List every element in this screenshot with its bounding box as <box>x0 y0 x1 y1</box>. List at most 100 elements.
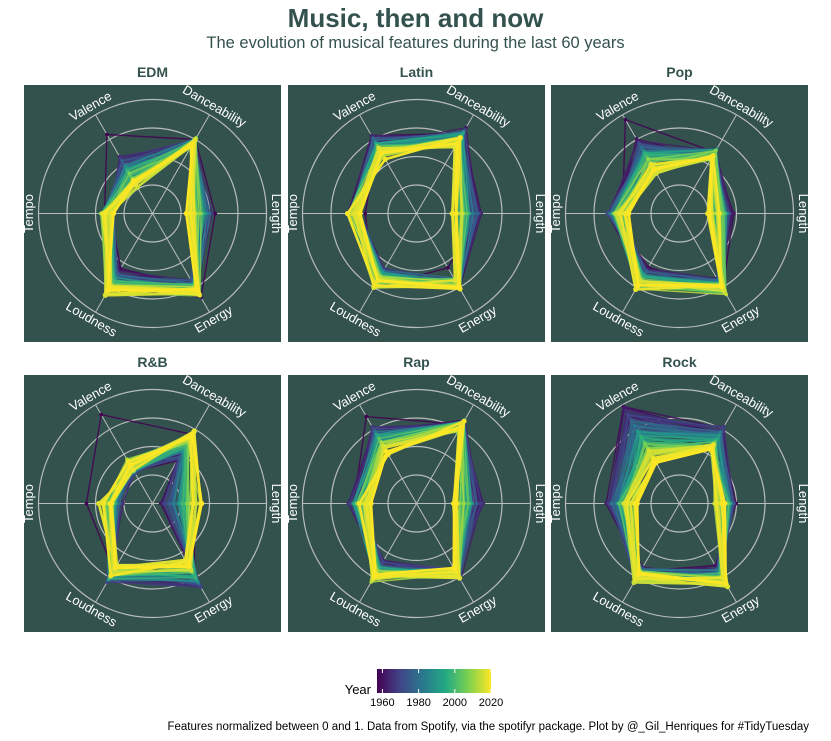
data-point <box>372 282 378 288</box>
data-point <box>379 440 384 445</box>
data-point <box>199 500 205 507</box>
axis-label-length: Length <box>533 194 548 234</box>
data-point <box>105 132 109 137</box>
data-point <box>626 210 632 217</box>
data-point <box>100 500 106 507</box>
axis-label-length: Length <box>796 484 811 524</box>
data-point <box>171 501 176 506</box>
data-point <box>719 284 725 290</box>
data-point <box>453 210 459 217</box>
data-point <box>466 501 471 506</box>
axis-label-tempo: Tempo <box>21 484 36 523</box>
data-point <box>379 150 385 156</box>
axis-label-tempo: Tempo <box>548 484 563 523</box>
grid-spoke <box>679 404 737 504</box>
data-point <box>376 145 382 151</box>
data-point <box>213 211 217 216</box>
data-point <box>363 211 368 216</box>
data-point <box>633 286 639 292</box>
data-point <box>722 500 728 507</box>
data-point <box>648 161 654 167</box>
data-point <box>646 448 653 454</box>
data-point <box>716 568 720 572</box>
data-point <box>368 500 374 507</box>
data-point <box>713 500 719 507</box>
panel-r-b: R&BLengthDanceabilityValenceTempoLoudnes… <box>21 354 284 632</box>
data-point <box>458 424 464 430</box>
panel-rock: RockLengthDanceabilityValenceTempoLoudne… <box>548 354 811 632</box>
data-point <box>622 406 627 410</box>
data-point <box>639 145 644 150</box>
panel-title: Pop <box>666 64 692 80</box>
data-point <box>363 500 369 507</box>
data-point <box>724 292 729 297</box>
data-point <box>375 277 381 284</box>
data-point <box>721 426 725 430</box>
data-point <box>102 210 108 217</box>
data-point <box>117 501 121 506</box>
data-point <box>381 560 385 564</box>
data-point <box>617 210 624 217</box>
data-point <box>646 157 650 161</box>
axis-label-tempo: Tempo <box>548 194 563 233</box>
panel-rap: RapLengthDanceabilityValenceTempoLoudnes… <box>285 354 548 632</box>
data-point <box>384 449 390 455</box>
data-point <box>112 565 118 571</box>
axis-label-length: Length <box>796 194 811 234</box>
data-point <box>177 455 181 460</box>
data-point <box>452 277 458 283</box>
data-point <box>183 559 189 565</box>
grid-spoke <box>416 503 474 603</box>
data-point <box>651 166 657 172</box>
data-point <box>188 210 194 217</box>
data-point <box>127 462 133 468</box>
grid-spoke <box>359 503 417 603</box>
chart-caption: Features normalized between 0 and 1. Dat… <box>167 721 809 733</box>
axis-label-tempo: Tempo <box>21 194 36 233</box>
data-point <box>108 573 114 579</box>
panel-title: Rock <box>662 354 696 370</box>
data-point <box>726 501 731 506</box>
data-point <box>130 467 136 473</box>
panel-title: EDM <box>137 64 168 80</box>
data-point <box>643 152 648 157</box>
chart-title: Music, then and now <box>287 3 544 33</box>
data-point <box>459 210 465 217</box>
data-point <box>454 140 460 146</box>
grid-spoke <box>95 404 153 504</box>
data-point <box>639 435 644 440</box>
data-point <box>120 501 124 506</box>
data-point <box>377 436 381 441</box>
data-point <box>721 288 727 294</box>
data-point <box>706 210 713 217</box>
data-point <box>357 210 363 217</box>
data-point <box>186 563 192 570</box>
panel-pop: PopLengthDanceabilityValenceTempoLoudnes… <box>548 64 811 342</box>
data-point <box>643 441 647 446</box>
data-point <box>451 500 457 507</box>
data-point <box>623 500 630 507</box>
panel-title: Rap <box>403 354 429 370</box>
data-point <box>716 210 722 217</box>
data-point <box>609 501 614 506</box>
data-point <box>723 580 729 587</box>
legend-tick-label: 1960 <box>370 697 394 709</box>
data-point <box>163 501 167 506</box>
legend-tick-label: 2000 <box>443 697 467 709</box>
data-point <box>479 501 484 506</box>
data-point <box>634 500 640 507</box>
panel-title: R&B <box>137 354 167 370</box>
data-point <box>193 575 197 580</box>
data-point <box>636 571 642 577</box>
data-point <box>627 500 634 507</box>
data-point <box>471 211 475 216</box>
data-point <box>461 418 467 424</box>
data-point <box>713 149 718 153</box>
data-point <box>457 135 463 141</box>
data-point <box>372 571 379 578</box>
data-point <box>624 408 628 413</box>
legend-tick-label: 2020 <box>479 697 503 709</box>
data-point <box>356 500 362 507</box>
data-point <box>474 501 478 506</box>
